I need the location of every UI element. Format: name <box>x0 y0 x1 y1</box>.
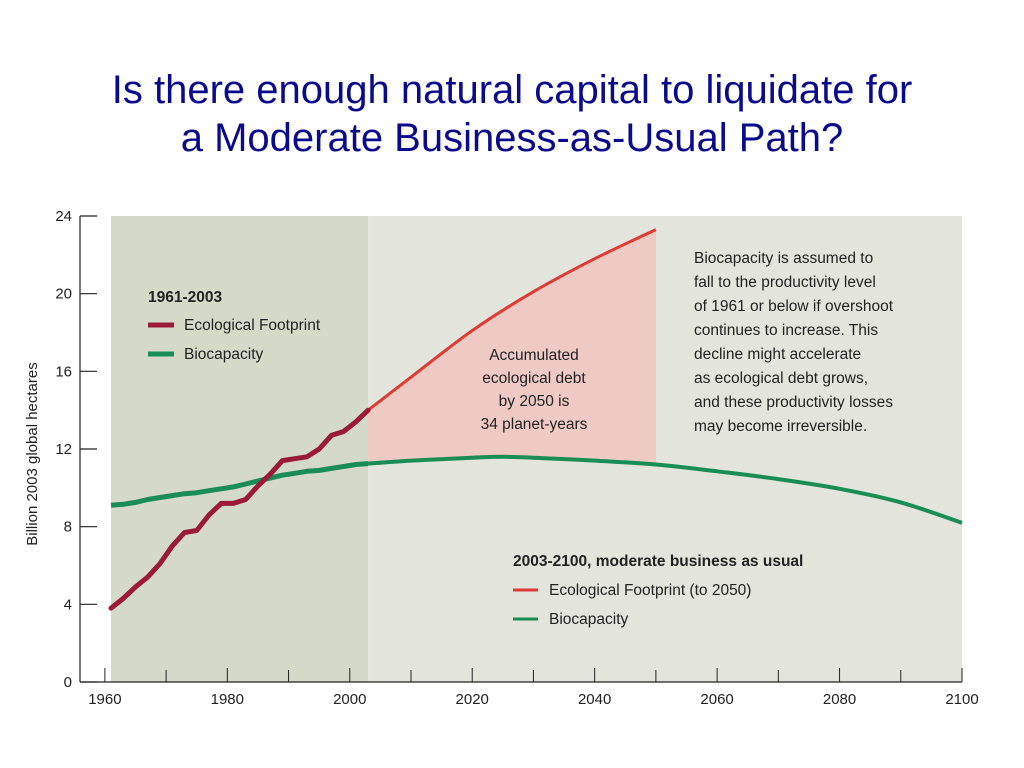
legend-label-biocapacity-projection: Biocapacity <box>549 611 629 628</box>
y-tick-label: 8 <box>64 519 72 536</box>
x-tick-label: 1960 <box>88 691 121 708</box>
x-tick-label: 2020 <box>456 691 489 708</box>
slide-title-line-2: a Moderate Business-as-Usual Path? <box>180 116 844 160</box>
historical-period-band <box>111 216 369 682</box>
series-footprint-projection-line <box>367 228 657 412</box>
note-annotation-line: decline might accelerate <box>694 346 861 363</box>
y-tick-label: 4 <box>64 596 72 613</box>
legend-historical: 1961-2003 Ecological Footprint Biocapaci… <box>148 289 321 363</box>
debt-annotation-line: by 2050 is <box>499 393 570 410</box>
slide-title-line-1: Is there enough natural capital to liqui… <box>111 68 913 112</box>
x-tick-label: 2100 <box>945 691 978 708</box>
debt-annotation-line: ecological debt <box>482 370 586 387</box>
series-footprint-historical-line <box>108 407 371 611</box>
legend-projection: 2003-2100, moderate business as usual Ec… <box>513 553 803 628</box>
series-biocapacity-projection-line <box>367 454 963 525</box>
legend-historical-title: 1961-2003 <box>148 289 223 306</box>
note-annotation-line: Biocapacity is assumed to <box>694 250 873 267</box>
y-tick-label: 0 <box>64 674 72 691</box>
y-tick-label: 24 <box>55 208 72 225</box>
y-tick-label: 12 <box>55 441 72 458</box>
y-tick-label: 16 <box>55 363 72 380</box>
note-annotation-line: may become irreversible. <box>694 418 867 435</box>
series-biocapacity-historical-line <box>110 461 369 508</box>
legend-projection-title: 2003-2100, moderate business as usual <box>513 553 803 570</box>
legend-label-biocapacity-historical: Biocapacity <box>184 346 264 363</box>
x-tick-label: 2040 <box>578 691 611 708</box>
x-tick-label: 2080 <box>823 691 856 708</box>
note-annotation-line: of 1961 or below if overshoot <box>694 298 894 315</box>
debt-annotation-line: 34 planet-years <box>481 416 588 433</box>
x-tick-label: 1980 <box>211 691 244 708</box>
y-tick-label: 20 <box>55 286 72 303</box>
legend-label-footprint-projection: Ecological Footprint (to 2050) <box>549 582 751 599</box>
ecological-debt-area <box>368 229 656 465</box>
legend-label-footprint-historical: Ecological Footprint <box>184 317 321 334</box>
note-annotation-line: and these productivity losses <box>694 394 893 411</box>
debt-annotation: Accumulated ecological debt by 2050 is 3… <box>481 347 588 433</box>
y-axis-label: Billion 2003 global hectares <box>24 362 41 545</box>
slide-title: Is there enough natural capital to liqui… <box>0 66 1024 162</box>
x-axis-ticks: 1960 1980 2000 2020 2040 2060 2080 2100 <box>88 668 979 708</box>
x-tick-label: 2000 <box>333 691 366 708</box>
x-tick-label: 2060 <box>700 691 733 708</box>
biocapacity-note-annotation: Biocapacity is assumed to fall to the pr… <box>694 250 894 435</box>
note-annotation-line: as ecological debt grows, <box>694 370 868 387</box>
debt-annotation-line: Accumulated <box>489 347 579 364</box>
note-annotation-line: fall to the productivity level <box>694 274 876 291</box>
note-annotation-line: continues to increase. This <box>694 322 878 339</box>
y-axis-ticks: 0 4 8 12 16 20 24 <box>55 208 97 691</box>
